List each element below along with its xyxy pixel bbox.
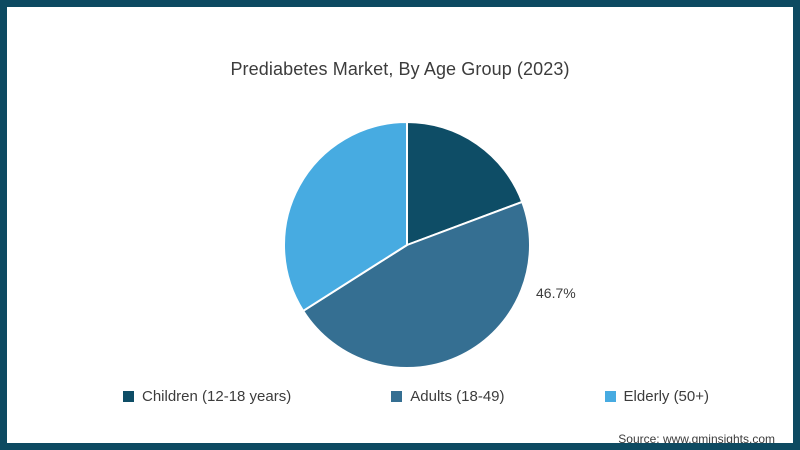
legend-swatch-elderly-icon <box>604 391 616 402</box>
legend-item-adults: Adults (18-49) <box>391 388 505 405</box>
legend-item-children: Children (12-18 years) <box>123 388 291 405</box>
legend-item-elderly: Elderly (50+) <box>604 388 709 405</box>
legend-label-adults: Adults (18-49) <box>410 388 505 405</box>
pie-slice-0 <box>406 121 524 246</box>
pie-chart <box>283 121 532 369</box>
chart-title: Prediabetes Market, By Age Group (2023) <box>230 59 570 79</box>
pie-slice-2 <box>283 121 408 312</box>
source-attribution: Source: www.gminsights.com <box>618 432 775 446</box>
legend-swatch-adults-icon <box>391 391 403 402</box>
legend-swatch-children-icon <box>123 391 134 402</box>
legend-label-elderly: Elderly (50+) <box>623 388 709 405</box>
legend: Children (12-18 years) Adults (18-49) El… <box>123 388 709 405</box>
slice-data-label: 46.7% <box>536 285 576 301</box>
legend-label-children: Children (12-18 years) <box>142 388 292 405</box>
pie-slice-1 <box>302 200 532 369</box>
